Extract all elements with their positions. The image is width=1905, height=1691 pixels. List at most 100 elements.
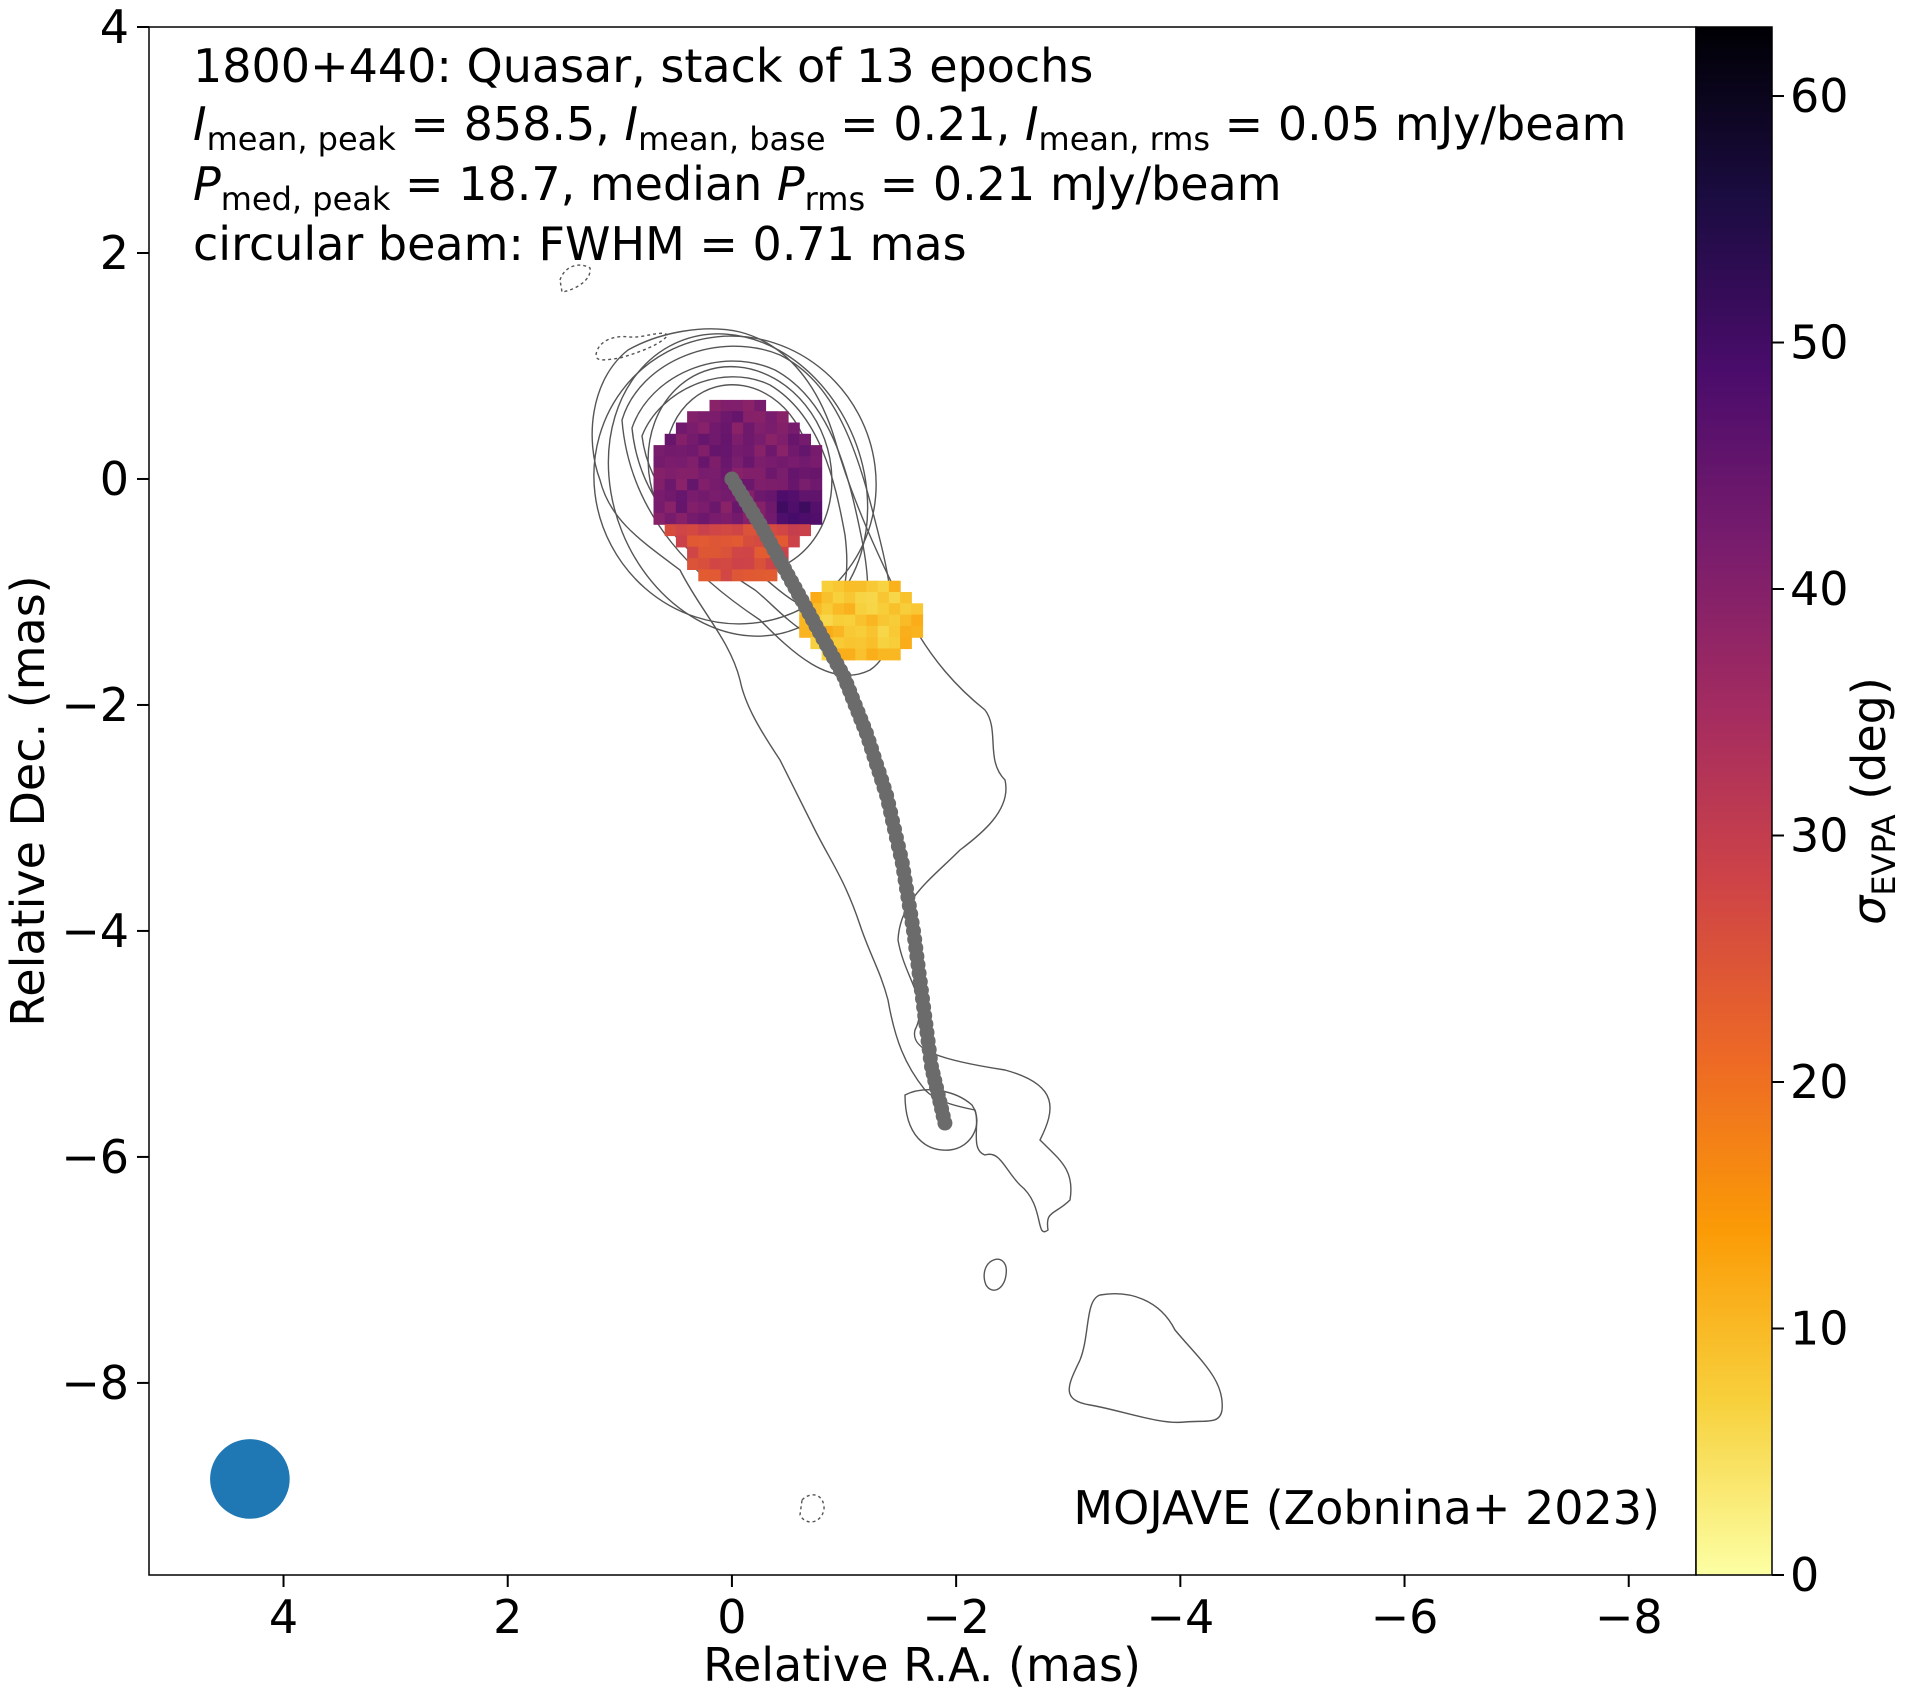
evpa-pixel bbox=[844, 580, 856, 593]
evpa-pixel bbox=[821, 625, 834, 638]
annotation-line-4: circular beam: FWHM = 0.71 mas bbox=[193, 217, 967, 271]
evpa-pixel bbox=[810, 501, 823, 514]
evpa-pixel bbox=[844, 625, 856, 638]
evpa-pixel bbox=[709, 558, 722, 570]
evpa-pixel-layer bbox=[653, 399, 924, 661]
evpa-pixel bbox=[675, 512, 688, 525]
evpa-pixel bbox=[877, 625, 890, 638]
evpa-pixel bbox=[765, 479, 778, 491]
evpa-pixel bbox=[687, 433, 699, 446]
evpa-pixel bbox=[720, 467, 733, 480]
evpa-pixel bbox=[720, 445, 733, 457]
evpa-pixel bbox=[709, 512, 722, 525]
evpa-pixel bbox=[821, 580, 834, 593]
evpa-pixel bbox=[799, 456, 811, 469]
evpa-pixel bbox=[799, 625, 811, 638]
y-tick-label: −8 bbox=[61, 1356, 129, 1410]
evpa-pixel bbox=[754, 501, 767, 514]
evpa-pixel bbox=[687, 422, 699, 435]
evpa-pixel bbox=[754, 558, 767, 570]
evpa-pixel bbox=[810, 445, 823, 457]
evpa-pixel bbox=[698, 546, 711, 559]
evpa-pixel bbox=[754, 569, 767, 582]
island-contour bbox=[1068, 1293, 1223, 1424]
evpa-pixel bbox=[731, 558, 744, 570]
island-contour bbox=[983, 1258, 1007, 1291]
evpa-pixel bbox=[754, 456, 767, 469]
evpa-pixel bbox=[810, 592, 823, 604]
evpa-pixel bbox=[709, 411, 722, 424]
y-tick-label: 0 bbox=[100, 452, 129, 506]
evpa-pixel bbox=[664, 445, 677, 457]
evpa-pixel bbox=[720, 524, 733, 537]
evpa-pixel bbox=[788, 422, 800, 435]
evpa-pixel bbox=[687, 467, 699, 480]
evpa-pixel bbox=[664, 490, 677, 503]
y-axis-ticks: 4 2 0 −2 −4 −6 −8 bbox=[61, 0, 149, 1410]
core-contour bbox=[607, 333, 869, 637]
evpa-pixel bbox=[776, 490, 789, 503]
evpa-pixel bbox=[821, 592, 834, 604]
evpa-pixel bbox=[765, 445, 778, 457]
evpa-pixel bbox=[877, 614, 890, 627]
evpa-pixel bbox=[698, 445, 711, 457]
evpa-pixel bbox=[653, 445, 666, 457]
evpa-pixel bbox=[788, 479, 800, 491]
evpa-pixel bbox=[709, 546, 722, 559]
evpa-pixel bbox=[776, 422, 789, 435]
evpa-pixel bbox=[653, 490, 666, 503]
evpa-pixel bbox=[765, 558, 778, 570]
evpa-pixel bbox=[698, 456, 711, 469]
evpa-pixel bbox=[709, 501, 722, 514]
evpa-pixel bbox=[765, 524, 778, 537]
evpa-pixel bbox=[810, 467, 823, 480]
evpa-pixel bbox=[687, 456, 699, 469]
evpa-pixel bbox=[653, 501, 666, 514]
evpa-pixel bbox=[866, 625, 879, 638]
evpa-pixel bbox=[720, 569, 733, 582]
x-tick-label: −2 bbox=[922, 1590, 990, 1644]
evpa-pixel bbox=[675, 501, 688, 514]
evpa-pixel bbox=[731, 422, 744, 435]
evpa-pixel bbox=[832, 614, 845, 627]
y-tick-label: 4 bbox=[100, 0, 129, 54]
evpa-pixel bbox=[709, 490, 722, 503]
evpa-pixel bbox=[731, 546, 744, 559]
evpa-pixel bbox=[664, 501, 677, 514]
y-tick-label: −6 bbox=[61, 1130, 129, 1184]
evpa-pixel bbox=[788, 524, 800, 537]
evpa-pixel bbox=[765, 512, 778, 525]
evpa-pixel bbox=[653, 467, 666, 480]
evpa-pixel bbox=[675, 456, 688, 469]
evpa-pixel bbox=[687, 490, 699, 503]
evpa-pixel bbox=[855, 592, 867, 604]
evpa-pixel bbox=[866, 614, 879, 627]
evpa-pixel bbox=[709, 399, 722, 412]
evpa-pixel bbox=[788, 535, 800, 548]
negative-contour bbox=[799, 1494, 825, 1523]
evpa-pixel bbox=[743, 535, 755, 548]
evpa-pixel bbox=[776, 501, 789, 514]
evpa-pixel bbox=[698, 558, 711, 570]
evpa-pixel bbox=[731, 524, 744, 537]
evpa-pixel bbox=[720, 456, 733, 469]
evpa-pixel bbox=[877, 580, 890, 593]
evpa-pixel bbox=[788, 467, 800, 480]
evpa-pixel bbox=[776, 411, 789, 424]
y-tick-label: 2 bbox=[100, 226, 129, 280]
evpa-pixel bbox=[788, 512, 800, 525]
evpa-pixel bbox=[900, 614, 912, 627]
evpa-pixel bbox=[799, 501, 811, 514]
evpa-pixel bbox=[675, 445, 688, 457]
evpa-pixel bbox=[731, 569, 744, 582]
evpa-pixel bbox=[720, 411, 733, 424]
evpa-pixel bbox=[664, 479, 677, 491]
evpa-pixel bbox=[664, 512, 677, 525]
evpa-pixel bbox=[720, 479, 733, 491]
evpa-pixel bbox=[765, 501, 778, 514]
evpa-pixel bbox=[743, 569, 755, 582]
evpa-pixel bbox=[776, 512, 789, 525]
evpa-pixel bbox=[799, 479, 811, 491]
evpa-pixel bbox=[709, 535, 722, 548]
